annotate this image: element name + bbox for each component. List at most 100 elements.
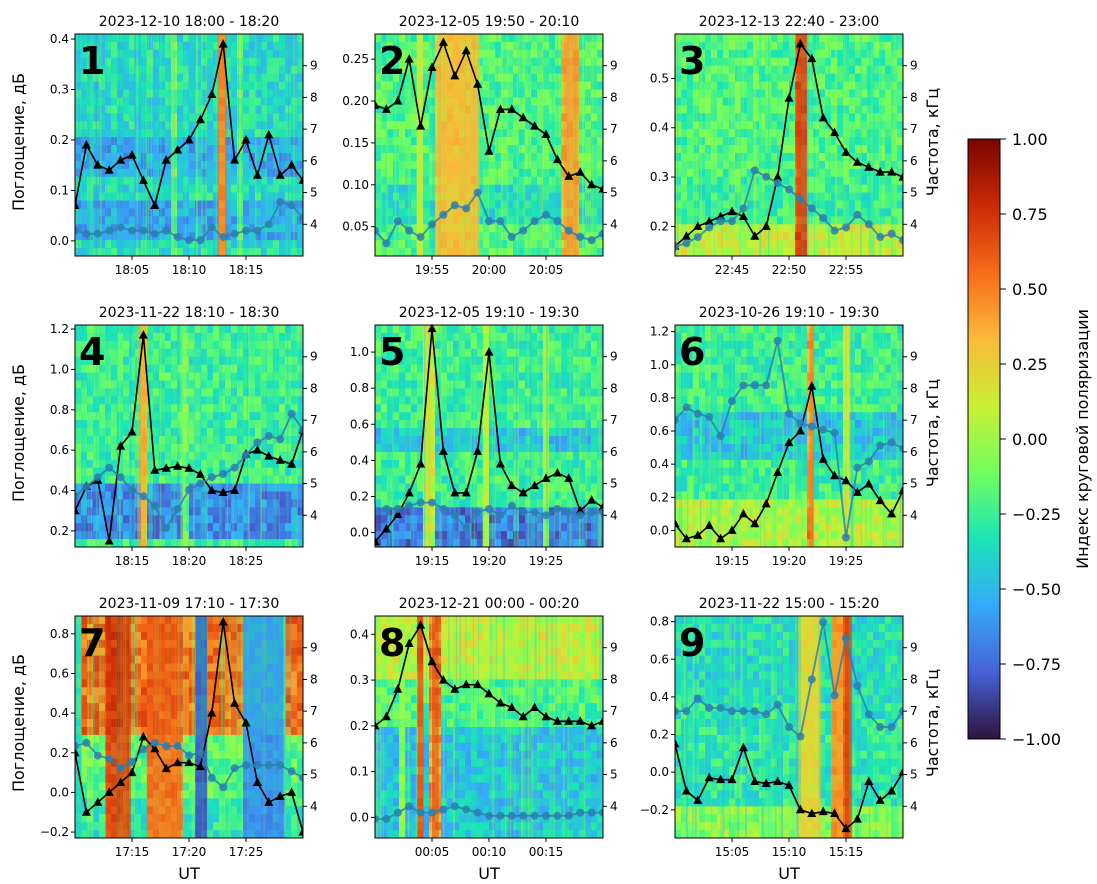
circle-marker	[393, 504, 402, 513]
circle-marker	[116, 764, 125, 773]
circle-marker	[807, 422, 816, 431]
circle-marker	[287, 409, 296, 418]
y2-tick-label: 7	[310, 704, 318, 718]
triangle-marker	[450, 70, 460, 80]
circle-marker	[219, 470, 228, 479]
triangle-marker	[218, 487, 228, 497]
circle-marker	[139, 745, 148, 754]
triangle-marker	[784, 93, 794, 102]
colorbar-ticks: 1.00 0.75 0.50 0.25 0.00 −0.25 −0.50 −0.75 −1.00	[1000, 130, 1061, 749]
circle-marker	[485, 217, 493, 226]
panel-2: 0.05 0.10 0.15 0.20 0.25 4 5 6 7 8 9 19:55 20:00 20:0…	[342, 14, 617, 277]
y-tick-label: 0.4	[650, 121, 669, 135]
triangle-marker	[552, 716, 562, 725]
triangle-marker	[564, 473, 574, 482]
y2-tick-label: 4	[310, 508, 318, 522]
colorbar-tick-label: 0.00	[1012, 430, 1048, 449]
triangle-marker	[575, 716, 585, 725]
circle-marker	[519, 226, 528, 235]
circle-marker	[530, 217, 539, 226]
triangle-marker	[587, 720, 597, 730]
triangle-marker	[507, 702, 517, 712]
panel-title: 2023-11-22 18:10 - 18:30	[99, 305, 279, 321]
triangle-marker	[761, 778, 771, 787]
colorbar-gradient	[967, 138, 1001, 740]
y-tick-label: 0.8	[50, 403, 69, 417]
y-axis-label-row-2: Поглощение, дБ	[9, 364, 28, 502]
circle-marker	[705, 223, 714, 232]
circle-marker	[675, 242, 679, 251]
circle-marker	[485, 504, 493, 513]
triangle-marker	[427, 62, 437, 72]
circle-marker	[587, 236, 596, 245]
y-tick-label: 0.6	[50, 666, 69, 680]
circle-marker	[682, 403, 691, 412]
triangle-marker	[375, 100, 380, 109]
spectrogram-background	[675, 325, 903, 547]
circle-marker	[462, 204, 471, 213]
triangle-marker	[807, 381, 817, 390]
triangle-marker	[807, 808, 817, 818]
panel-number: 6	[679, 330, 705, 374]
circle-marker	[276, 435, 285, 444]
circle-marker	[450, 802, 459, 811]
circle-marker	[105, 226, 114, 235]
triangle-marker	[598, 183, 603, 193]
circle-marker	[716, 703, 725, 712]
triangle-marker	[393, 684, 403, 693]
y-tick-label: 0.0	[350, 810, 369, 824]
circle-marker	[185, 485, 193, 494]
triangle-marker	[230, 698, 240, 707]
circle-marker	[773, 179, 782, 188]
y-tick-label: 1.0	[350, 345, 369, 359]
triangle-marker	[818, 806, 828, 816]
x-tick-label: 18:15	[229, 263, 264, 277]
circle-marker	[162, 742, 171, 751]
triangle-marker	[495, 104, 505, 113]
x-tick-label: 19:20	[772, 554, 807, 568]
triangle-marker	[738, 742, 748, 752]
x-tick-label: 17:25	[229, 845, 264, 859]
circle-marker	[599, 229, 603, 238]
circle-marker	[728, 707, 736, 716]
circle-marker	[705, 703, 714, 712]
circle-marker	[428, 808, 436, 817]
circle-marker	[675, 707, 679, 716]
x-tick-label: 20:00	[472, 263, 507, 277]
triangle-marker	[495, 697, 505, 707]
triangle-marker	[575, 167, 585, 176]
circle-marker	[819, 425, 828, 434]
circle-marker	[382, 504, 391, 513]
y-tick-label: 0.3	[50, 83, 69, 97]
circle-marker	[785, 409, 793, 418]
triangle-marker	[161, 763, 171, 773]
circle-marker	[750, 707, 759, 716]
y-tick-label: 1.2	[650, 325, 669, 339]
colorbar-tick-label: 0.25	[1012, 355, 1048, 374]
circle-marker	[116, 473, 125, 482]
circle-marker	[105, 754, 114, 763]
secondary-y-axis-label-row-1: Частота, кГц	[923, 88, 942, 196]
triangle-marker	[404, 638, 414, 647]
triangle-marker	[807, 53, 817, 63]
y-tick-label: 0.05	[342, 220, 369, 234]
triangle-marker	[750, 231, 760, 240]
y2-tick-label: 4	[610, 508, 618, 522]
circle-marker	[287, 201, 296, 210]
triangle-marker	[841, 823, 851, 833]
y2-tick-label: 6	[610, 445, 618, 459]
triangle-marker	[241, 134, 251, 144]
frequency-series	[75, 738, 303, 792]
triangle-marker	[716, 533, 726, 543]
triangle-marker	[150, 743, 160, 753]
triangle-marker	[830, 470, 840, 480]
y2-tick-label: 5	[910, 477, 918, 491]
triangle-marker	[750, 518, 760, 528]
triangle-marker	[375, 536, 380, 546]
panel-number: 4	[79, 330, 105, 374]
triangle-marker	[704, 520, 714, 529]
y-tick-label: 0.8	[50, 627, 69, 641]
triangle-marker	[864, 162, 874, 171]
circle-marker	[287, 767, 296, 776]
triangle-marker	[587, 495, 597, 504]
